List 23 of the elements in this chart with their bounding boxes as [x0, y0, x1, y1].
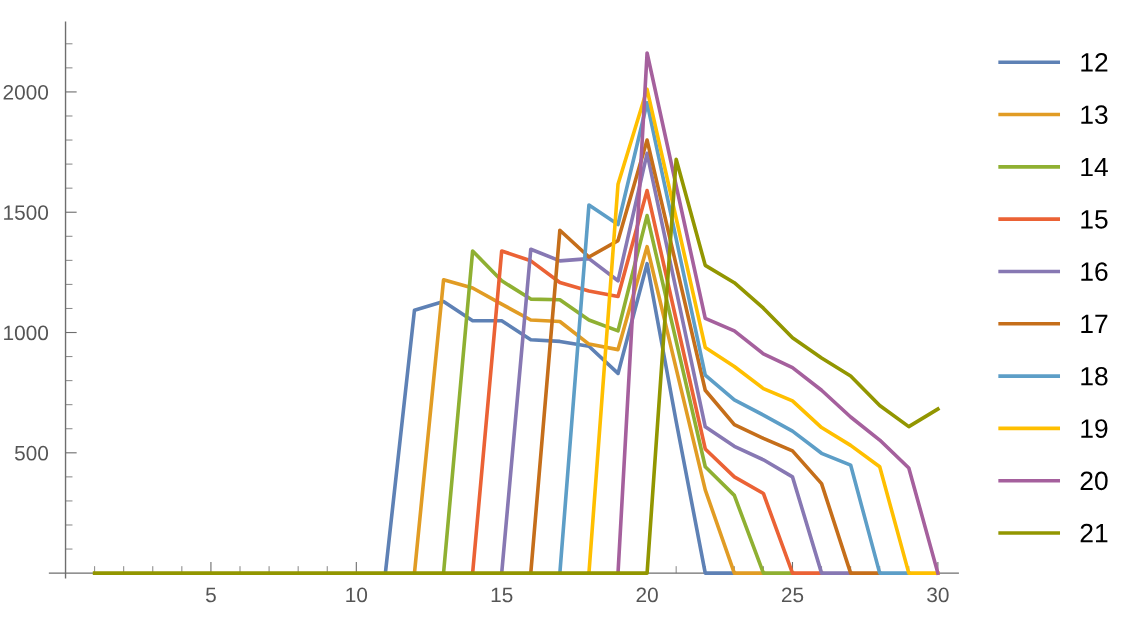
x-tick-label: 10 — [346, 587, 368, 603]
x-tick-label: 5 — [205, 587, 216, 603]
legend-label: 12 — [1081, 53, 1108, 72]
x-tick-label: 20 — [636, 587, 658, 603]
legend-label: 17 — [1081, 314, 1108, 334]
y-tick-label: 1500 — [4, 205, 49, 220]
legend-label: 14 — [1081, 157, 1108, 177]
y-tick-label: 2000 — [3, 84, 49, 100]
legend-label: 18 — [1081, 366, 1108, 386]
legend-label: 13 — [1081, 105, 1108, 125]
legend-label: 16 — [1081, 262, 1108, 281]
legend-label: 21 — [1080, 523, 1108, 543]
x-tick-label: 15 — [491, 587, 513, 603]
x-tick-label: 30 — [927, 587, 949, 603]
line-series — [558, 100, 911, 575]
line-series — [528, 138, 882, 575]
legend-label: 15 — [1081, 210, 1108, 229]
y-tick-label: 1000 — [4, 325, 49, 341]
x-tick-label: 25 — [781, 587, 804, 603]
line-series — [92, 157, 940, 575]
y-tick-label: 500 — [14, 445, 49, 461]
legend-label: 19 — [1081, 419, 1108, 438]
legend-label: 20 — [1080, 471, 1108, 491]
